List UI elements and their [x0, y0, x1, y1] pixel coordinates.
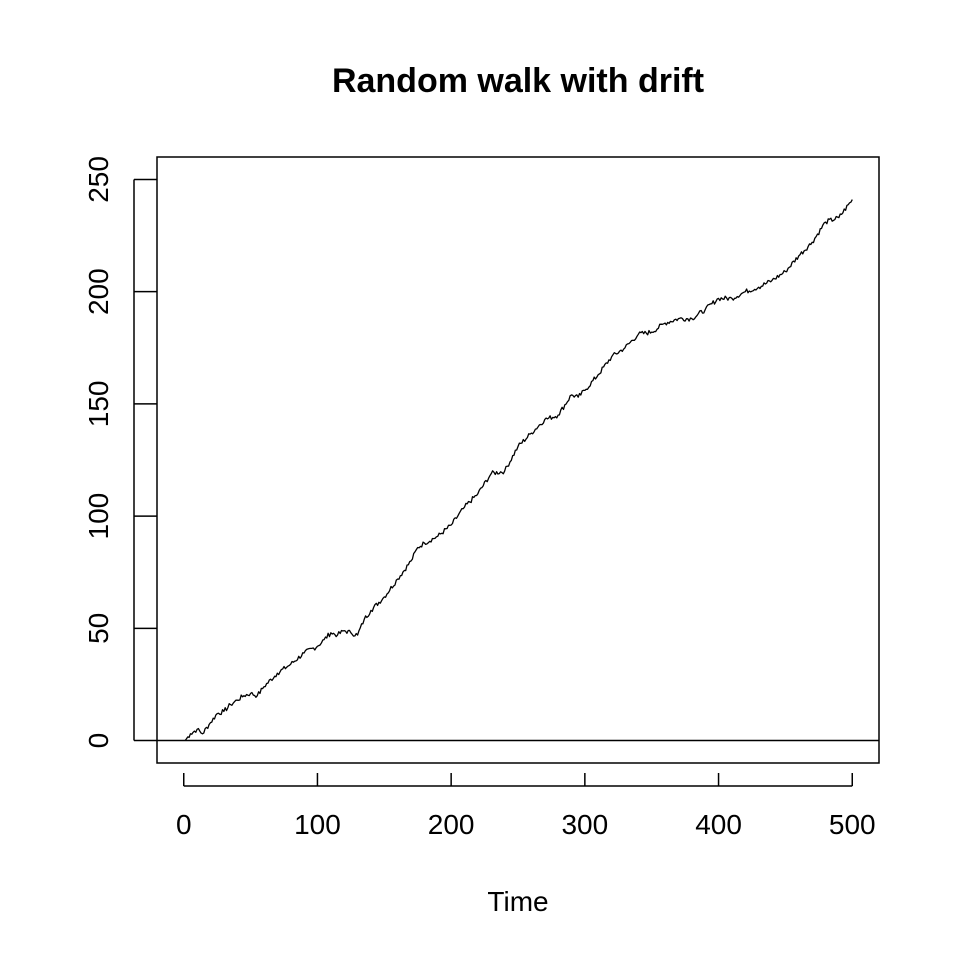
- y-tick-label: 200: [83, 268, 114, 315]
- series-line: [184, 199, 853, 741]
- x-tick-label: 500: [829, 809, 876, 840]
- x-tick-label: 100: [294, 809, 341, 840]
- y-tick-label: 100: [83, 493, 114, 540]
- y-tick-label: 0: [83, 733, 114, 749]
- x-tick-label: 300: [561, 809, 608, 840]
- x-axis-label: Time: [487, 886, 548, 917]
- y-tick-label: 150: [83, 381, 114, 428]
- chart-title: Random walk with drift: [332, 62, 704, 100]
- x-tick-label: 200: [428, 809, 475, 840]
- x-axis: 0 100 200 300 400 500: [176, 773, 876, 840]
- x-tick-label: 0: [176, 809, 192, 840]
- y-tick-label: 250: [83, 156, 114, 203]
- y-tick-label: 50: [83, 613, 114, 644]
- x-tick-label: 400: [695, 809, 742, 840]
- plot-area-frame: [156, 156, 880, 764]
- y-axis: 0 50 100 150 200 250: [83, 156, 157, 748]
